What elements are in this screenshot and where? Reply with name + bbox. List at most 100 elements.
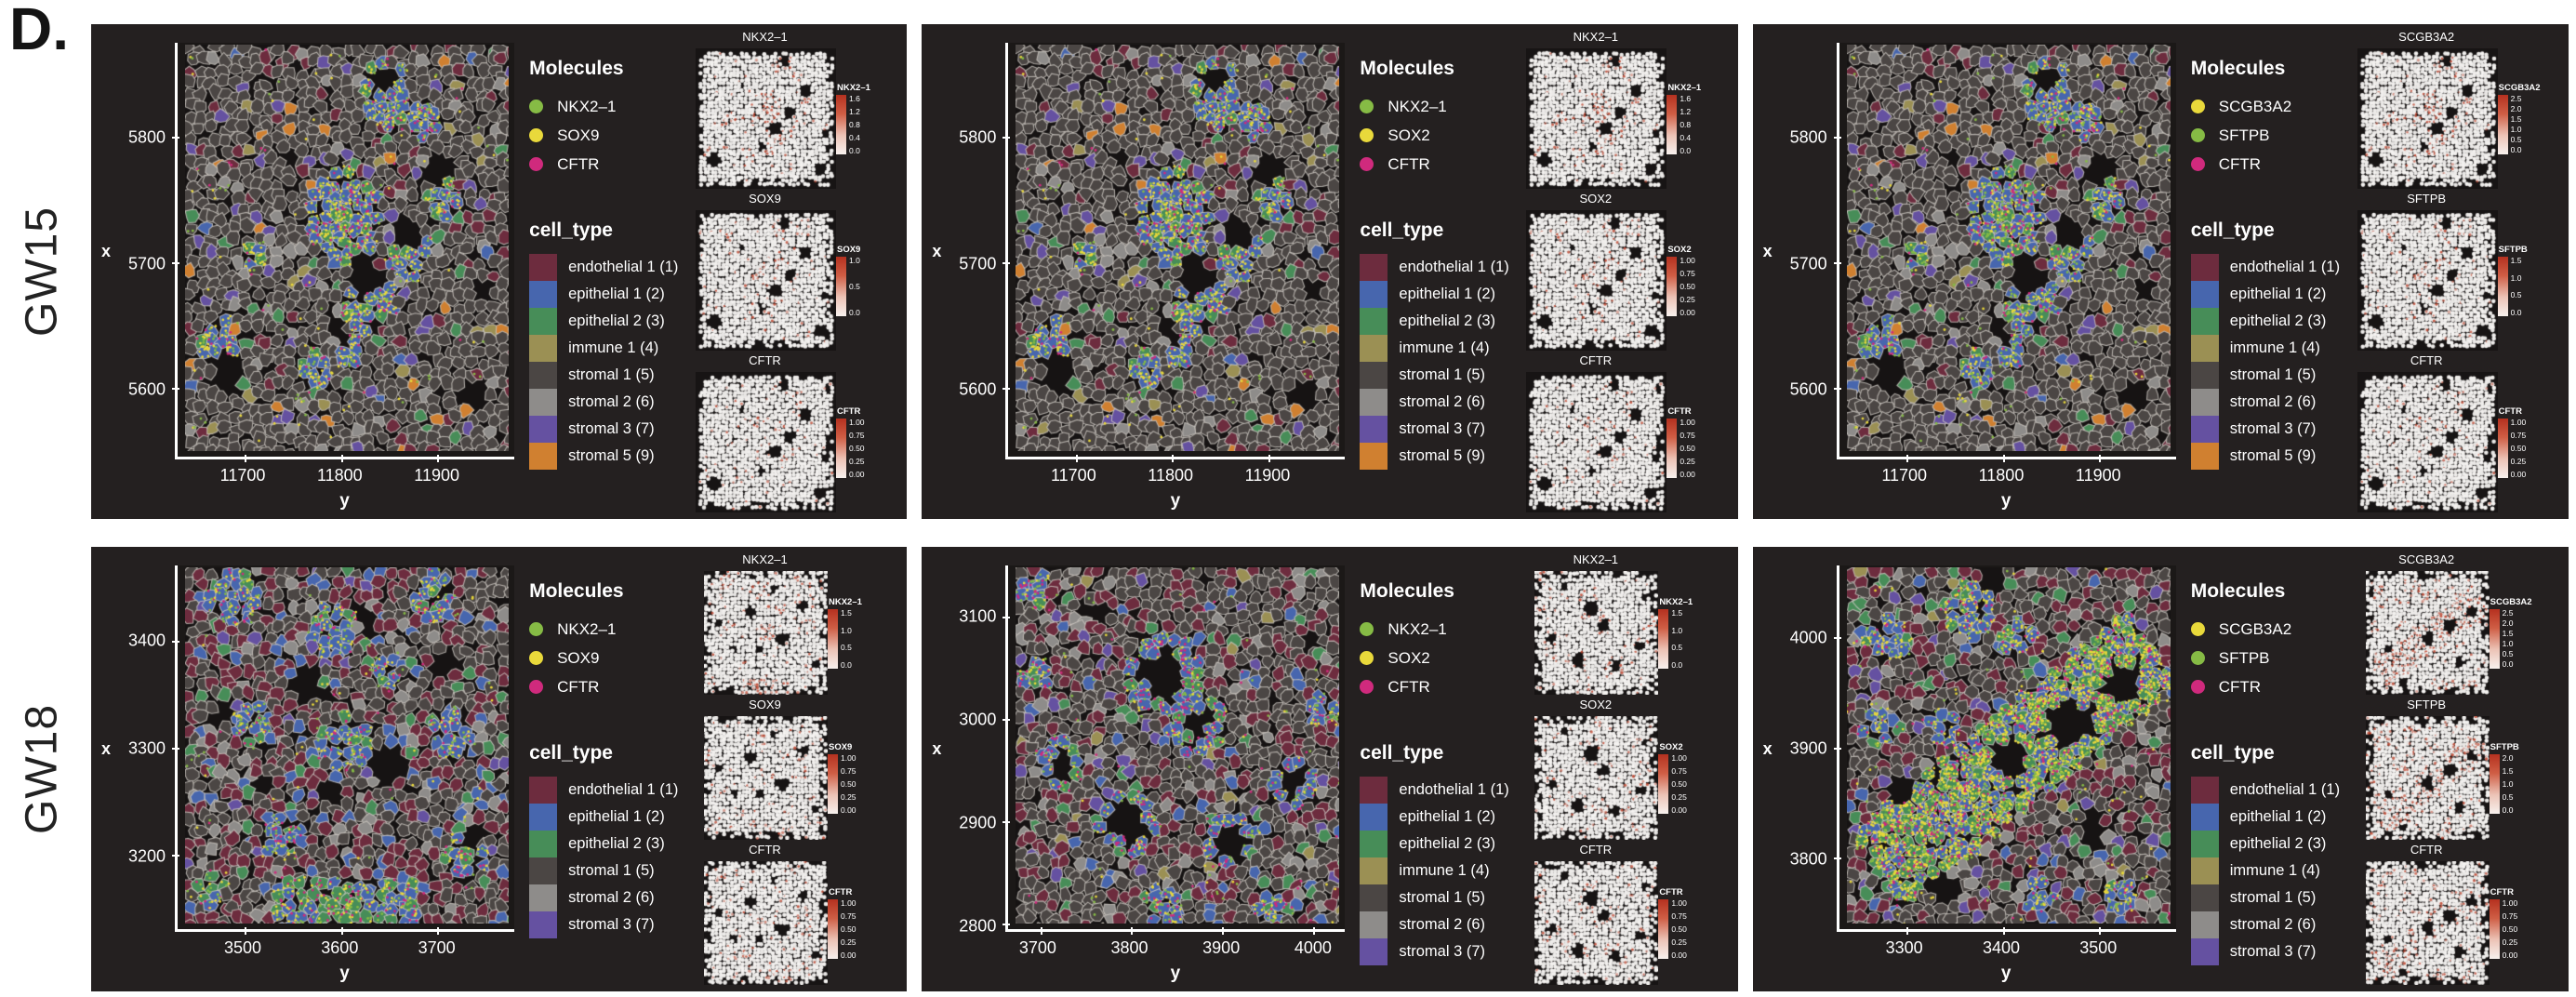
cell-type-legend-item: epithelial 2 (3) bbox=[2190, 831, 2343, 857]
colorbar-title: CFTR bbox=[2490, 887, 2514, 897]
colorbar-tick-label: 0.00 bbox=[848, 469, 865, 479]
x-axis-ticks: 3700 3800 3900 4000 bbox=[1005, 932, 1345, 964]
y-axis-ticks: 4000 3900 3800 bbox=[1781, 565, 1837, 932]
cell-type-color-swatch bbox=[2190, 416, 2219, 443]
molecule-legend-item: SFTPB bbox=[2190, 644, 2343, 672]
spatial-plot: x 5800 5700 5600 11700 11800 11900 y bbox=[1755, 30, 2176, 515]
colorbar-gradient bbox=[1666, 257, 1678, 316]
colorbar: SCGB3A2 2.5 2.0 1.5 1.0 0.5 0.0 bbox=[2497, 83, 2550, 154]
cell-type-legend-item: stromal 2 (6) bbox=[2190, 389, 2343, 416]
colorbar-tick-label: 0.25 bbox=[2502, 937, 2518, 947]
cell-type-legend-item: stromal 1 (5) bbox=[529, 362, 681, 389]
colorbar-gradient bbox=[827, 754, 838, 814]
colorbar-tick-label: 0.25 bbox=[840, 937, 856, 947]
colorbar-tick-label: 0.25 bbox=[840, 791, 856, 802]
molecules-legend-title: Molecules bbox=[1360, 58, 1454, 79]
x-tick-mark bbox=[2002, 927, 2005, 935]
molecule-color-dot bbox=[2190, 680, 2205, 694]
x-tick-label: 3900 bbox=[1202, 938, 1241, 957]
colorbar-tick-label: 0.50 bbox=[848, 443, 865, 453]
colorbar-tick-label: 1.00 bbox=[1671, 753, 1687, 763]
spatial-panel: x 3100 3000 2900 2800 3700 3800 3900 4000 y Molecu… bbox=[922, 547, 1738, 991]
x-tick-mark bbox=[437, 455, 440, 462]
colorbar-gradient bbox=[1658, 754, 1669, 814]
expression-insets: NKX2–1 NKX2–1 1.6 1.2 0.8 0.4 0.0 SOX9 SOX9 1.0 0.… bbox=[681, 30, 904, 515]
spatial-plot: x 3400 3300 3200 3500 3600 3700 y bbox=[93, 552, 515, 988]
cell-map-canvas bbox=[1846, 567, 2171, 924]
colorbar-tick-label: 0.25 bbox=[1671, 791, 1687, 802]
molecule-label: CFTR bbox=[1388, 154, 1430, 173]
colorbar-tick-label: 0.75 bbox=[1671, 765, 1687, 776]
expression-map-canvas bbox=[1526, 372, 1667, 512]
cell-type-label: epithelial 2 (3) bbox=[1399, 312, 1496, 329]
cell-type-legend-item: stromal 1 (5) bbox=[529, 857, 681, 884]
colorbar-tick-label: 1.2 bbox=[1680, 106, 1692, 116]
molecule-color-dot bbox=[529, 128, 544, 142]
plot-area bbox=[1003, 43, 1346, 462]
cell-type-label: stromal 1 (5) bbox=[1399, 889, 1486, 906]
colorbar-title: CFTR bbox=[836, 406, 861, 417]
molecule-legend-item: CFTR bbox=[529, 150, 681, 179]
x-tick-label: 4000 bbox=[1294, 938, 1332, 957]
cell-type-label: epithelial 2 (3) bbox=[568, 835, 665, 852]
y-axis-ticks: 5800 5700 5600 bbox=[1781, 43, 1837, 459]
colorbar-tick-label: 0.50 bbox=[1671, 778, 1687, 789]
expression-inset: CFTR CFTR 1.00 0.75 0.50 0.25 0.00 bbox=[1511, 353, 1734, 515]
cell-type-color-swatch bbox=[1360, 308, 1388, 335]
colorbar-tick-label: 0.8 bbox=[1680, 119, 1692, 129]
inset-body: SFTPB 1.5 1.0 0.5 0.0 bbox=[2342, 207, 2565, 353]
cell-type-legend-title: cell_type bbox=[1360, 742, 1444, 764]
cell-type-color-swatch bbox=[1360, 804, 1388, 831]
colorbar-gradient bbox=[835, 257, 846, 316]
cell-type-legend-item: endothelial 1 (1) bbox=[2190, 254, 2343, 281]
colorbar-tick-label: 0.0 bbox=[2510, 307, 2522, 317]
colorbar-title: SCGB3A2 bbox=[2498, 83, 2541, 93]
colorbar: CFTR 1.00 0.75 0.50 0.25 0.00 bbox=[2489, 887, 2542, 959]
x-tick-label: 11700 bbox=[1881, 466, 1928, 485]
cell-type-color-swatch bbox=[2190, 938, 2219, 965]
molecule-legend-item: NKX2–1 bbox=[529, 92, 681, 121]
cell-type-label: stromal 2 (6) bbox=[1399, 916, 1486, 933]
inset-title: NKX2–1 bbox=[1573, 552, 1619, 566]
y-axis-label: x bbox=[932, 738, 942, 758]
colorbar-title: SFTPB bbox=[2498, 245, 2528, 255]
x-axis-label: y bbox=[339, 964, 350, 983]
colorbar-title: SCGB3A2 bbox=[2490, 597, 2532, 607]
molecule-legend-item: SOX2 bbox=[1360, 121, 1511, 150]
cell-type-label: endothelial 1 (1) bbox=[1399, 781, 1509, 798]
y-axis-label: x bbox=[932, 241, 942, 260]
colorbar: SOX9 1.0 0.5 0.0 bbox=[835, 245, 888, 316]
x-tick-label: 11800 bbox=[316, 466, 363, 485]
colorbar: CFTR 1.00 0.75 0.50 0.25 0.00 bbox=[835, 406, 888, 479]
colorbar-tick-label: 0.50 bbox=[1680, 281, 1695, 291]
molecule-color-dot bbox=[529, 100, 544, 113]
molecule-color-dot bbox=[529, 651, 544, 665]
cell-type-color-swatch bbox=[2190, 281, 2219, 308]
expression-insets: NKX2–1 NKX2–1 1.6 1.2 0.8 0.4 0.0 SOX2 SOX2 1.00 0… bbox=[1511, 30, 1734, 515]
cell-type-legend-item: stromal 5 (9) bbox=[2190, 443, 2343, 470]
colorbar-gradient bbox=[2489, 609, 2500, 669]
molecule-color-dot bbox=[1360, 622, 1374, 636]
colorbar-tick-label: 0.75 bbox=[848, 430, 865, 440]
y-tick-label: 3800 bbox=[1789, 849, 1827, 869]
colorbar-tick-label: 0.75 bbox=[1680, 430, 1695, 440]
colorbar-title: NKX2–1 bbox=[836, 83, 870, 93]
inset-title: CFTR bbox=[1579, 843, 1613, 857]
colorbar-tick-labels: 1.00 0.75 0.50 0.25 0.00 bbox=[2511, 419, 2527, 478]
molecules-legend-title: Molecules bbox=[1360, 580, 1454, 602]
cell-type-color-swatch bbox=[2190, 443, 2219, 470]
molecule-legend-item: CFTR bbox=[2190, 672, 2343, 701]
cell-type-color-swatch bbox=[529, 308, 558, 335]
cell-type-legend-item: stromal 2 (6) bbox=[1360, 389, 1511, 416]
colorbar-tick-label: 0.75 bbox=[840, 765, 856, 776]
expression-inset: SCGB3A2 SCGB3A2 2.5 2.0 1.5 1.0 0.5 0.0 bbox=[2342, 552, 2565, 698]
cell-type-color-swatch bbox=[529, 857, 558, 884]
inset-title: CFTR bbox=[2410, 353, 2443, 367]
colorbar-title: SOX2 bbox=[1667, 245, 1692, 255]
colorbar-tick-label: 0.50 bbox=[1671, 924, 1687, 934]
colorbar-tick-label: 0.00 bbox=[840, 950, 856, 960]
cell-type-legend-item: epithelial 2 (3) bbox=[1360, 308, 1511, 335]
y-tick-label: 5800 bbox=[127, 127, 166, 147]
x-tick-mark bbox=[1172, 455, 1175, 462]
colorbar-tick-label: 0.4 bbox=[848, 132, 860, 142]
